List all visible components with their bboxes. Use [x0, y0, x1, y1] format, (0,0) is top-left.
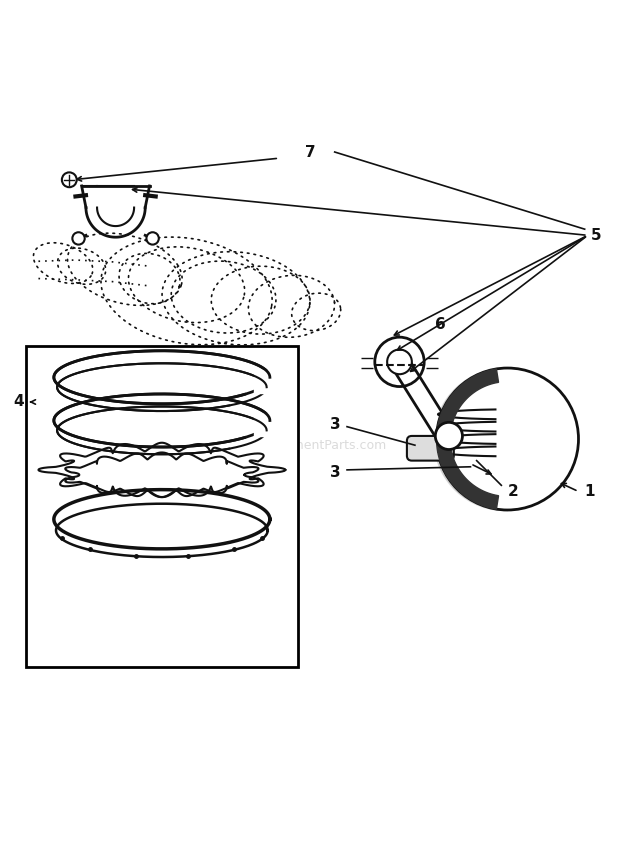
Text: 7: 7	[304, 145, 316, 160]
Polygon shape	[436, 369, 498, 509]
Circle shape	[375, 337, 424, 387]
Text: 2: 2	[508, 484, 518, 499]
Text: eReplacementParts.com: eReplacementParts.com	[234, 439, 386, 452]
Circle shape	[435, 422, 463, 449]
Text: 1: 1	[585, 484, 595, 499]
Circle shape	[62, 172, 77, 188]
Circle shape	[73, 232, 85, 245]
Text: 3: 3	[330, 465, 341, 480]
FancyBboxPatch shape	[407, 436, 454, 461]
Circle shape	[146, 232, 159, 245]
Text: 4: 4	[14, 394, 24, 410]
Text: 5: 5	[591, 228, 601, 243]
Circle shape	[387, 350, 412, 374]
Text: 3: 3	[330, 417, 341, 432]
Polygon shape	[392, 357, 454, 441]
Text: 6: 6	[435, 317, 446, 332]
Bar	[26, 346, 298, 668]
Circle shape	[436, 368, 578, 510]
